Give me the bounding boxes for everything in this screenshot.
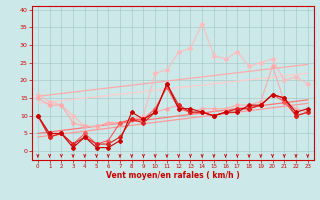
- X-axis label: Vent moyen/en rafales ( km/h ): Vent moyen/en rafales ( km/h ): [106, 171, 240, 180]
